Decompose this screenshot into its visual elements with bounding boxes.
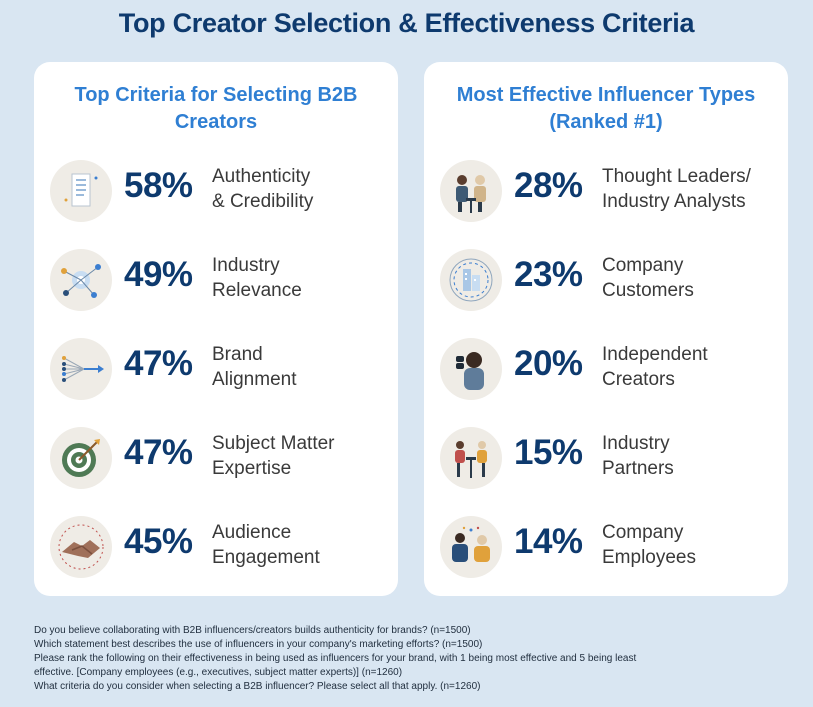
category-label-line: Brand [212, 344, 263, 365]
category-label-line: Industry [212, 255, 280, 276]
value-label: 20% [514, 344, 583, 383]
row-company-customers: 23% Company Customers [424, 249, 788, 319]
category-label-line: Engagement [212, 547, 320, 568]
category-label: Company Employees [602, 520, 782, 570]
category-label: Industry Relevance [212, 253, 392, 303]
value-label: 23% [514, 255, 583, 294]
category-label-line: Customers [602, 280, 694, 301]
row-subject-matter-expertise: 47% Subject Matter Expertise [34, 427, 398, 497]
row-industry-relevance: 49% Industry Relevance [34, 249, 398, 319]
category-label: Authenticity & Credibility [212, 164, 392, 214]
row-industry-partners: 15% Industry Partners [424, 427, 788, 497]
network-icon [50, 249, 112, 311]
alignment-arrows-icon [50, 338, 112, 400]
category-label-line: Independent [602, 344, 708, 365]
category-label-line: & Credibility [212, 191, 314, 212]
category-label-line: Partners [602, 458, 674, 479]
value-label: 28% [514, 166, 583, 205]
target-icon [50, 427, 112, 489]
value-label: 47% [124, 433, 193, 472]
handshake-icon [50, 516, 112, 578]
category-label-line: Creators [602, 369, 675, 390]
category-label: Thought Leaders/Industry Analysts [602, 164, 782, 214]
influencer-types-card-title: Most Effective Influencer Types (Ranked … [456, 84, 756, 133]
survey-note: Do you believe collaborating with B2B in… [34, 625, 471, 636]
category-label-line: Company [602, 522, 684, 543]
category-label-line: Authenticity [212, 166, 311, 187]
criteria-card-title: Top Criteria for Selecting B2B Creators [74, 84, 358, 133]
category-label: Independent Creators [602, 342, 782, 392]
value-label: 49% [124, 255, 193, 294]
survey-note: Please rank the following on their effec… [34, 653, 637, 664]
category-label-line: Employees [602, 547, 696, 568]
category-label-line: Subject Matter [212, 433, 335, 454]
thought-leaders-icon [440, 160, 502, 222]
category-label-line: Company [602, 255, 684, 276]
category-label-line: Alignment [212, 369, 297, 390]
row-thought-leaders-industry-analysts: 28% Thought Leaders/Industry Analysts [424, 160, 788, 230]
category-label: Subject Matter Expertise [212, 431, 392, 481]
category-label: Company Customers [602, 253, 782, 303]
row-company-employees: 14% Company Employees [424, 516, 788, 586]
row-authenticity-credibility: 58% Authenticity & Credibility [34, 160, 398, 230]
employees-icon [440, 516, 502, 578]
page-title: Top Creator Selection & Effectiveness Cr… [118, 8, 695, 38]
survey-note: effective. [Company employees (e.g., exe… [34, 667, 403, 678]
value-label: 58% [124, 166, 193, 205]
category-label-line: Relevance [212, 280, 302, 301]
creator-binoculars-icon [440, 338, 502, 400]
category-label: Audience Engagement [212, 520, 392, 570]
value-label: 45% [124, 522, 193, 561]
influencer-types-card: Most Effective Influencer Types (Ranked … [424, 62, 788, 596]
partners-icon [440, 427, 502, 489]
category-label-line: Thought Leaders/ [602, 166, 751, 187]
value-label: 14% [514, 522, 583, 561]
category-label-line: Industry Analysts [602, 191, 746, 212]
document-icon [50, 160, 112, 222]
category-label-line: Expertise [212, 458, 292, 479]
customers-building-icon [440, 249, 502, 311]
value-label: 47% [124, 344, 193, 383]
category-label-line: Audience [212, 522, 292, 543]
category-label: Brand Alignment [212, 342, 392, 392]
row-audience-engagement: 45% Audience Engagement [34, 516, 398, 586]
category-label-line: Industry [602, 433, 670, 454]
survey-note: Which statement best describes the use o… [34, 639, 483, 650]
survey-note: What criteria do you consider when selec… [34, 681, 481, 692]
value-label: 15% [514, 433, 583, 472]
category-label: Industry Partners [602, 431, 782, 481]
survey-notes: Do you believe collaborating with B2B in… [34, 624, 794, 694]
row-brand-alignment: 47% Brand Alignment [34, 338, 398, 408]
row-independent-creators: 20% Independent Creators [424, 338, 788, 408]
criteria-card: Top Criteria for Selecting B2B Creators … [34, 62, 398, 596]
